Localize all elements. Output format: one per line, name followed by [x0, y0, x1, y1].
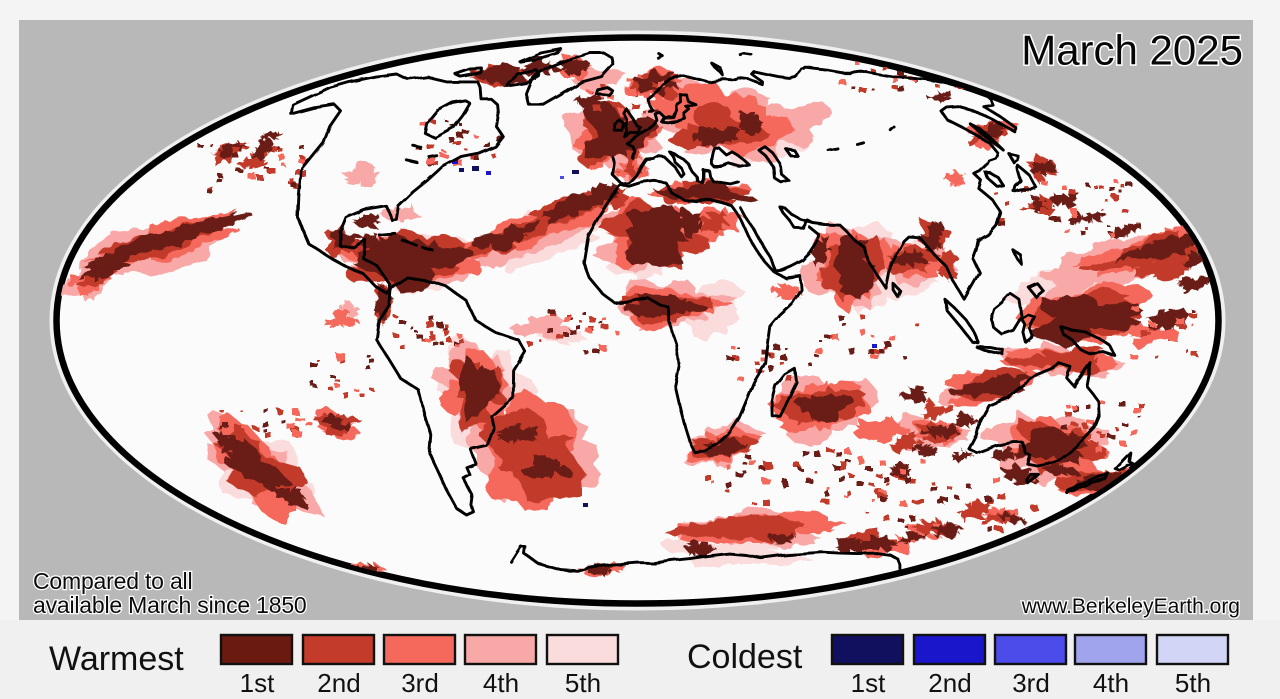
- svg-text:available March since 1850: available March since 1850: [33, 592, 307, 618]
- svg-text:4th: 4th: [1093, 668, 1129, 698]
- svg-text:Compared to all: Compared to all: [33, 568, 192, 594]
- svg-text:Coldest: Coldest: [687, 638, 803, 676]
- svg-text:www.BerkeleyEarth.org: www.BerkeleyEarth.org: [1021, 595, 1240, 618]
- svg-text:3rd: 3rd: [401, 668, 439, 698]
- svg-text:2nd: 2nd: [928, 668, 971, 698]
- svg-text:5th: 5th: [565, 668, 601, 698]
- svg-text:3rd: 3rd: [1012, 668, 1050, 698]
- svg-text:2nd: 2nd: [317, 668, 360, 698]
- svg-text:4th: 4th: [483, 668, 519, 698]
- svg-text:March 2025: March 2025: [1021, 27, 1243, 74]
- svg-text:Warmest: Warmest: [49, 640, 184, 678]
- svg-text:1st: 1st: [240, 668, 275, 698]
- svg-text:5th: 5th: [1175, 668, 1211, 698]
- svg-text:1st: 1st: [851, 668, 886, 698]
